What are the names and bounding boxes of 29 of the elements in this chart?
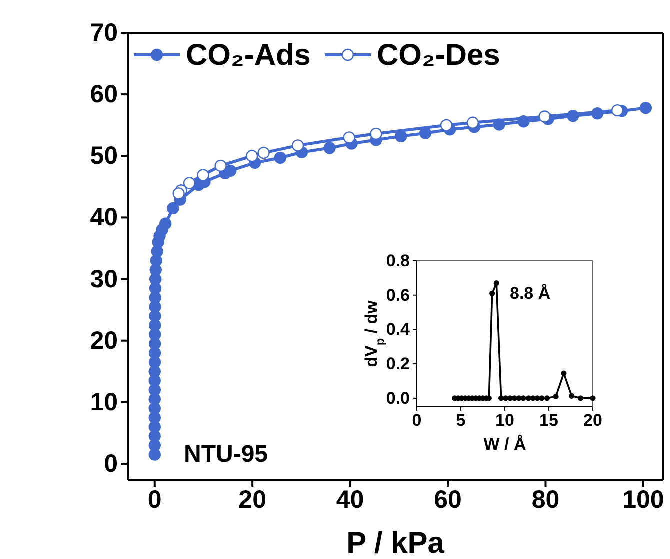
x-tick-label: 5 <box>456 411 466 430</box>
y-tick-label: 30 <box>90 265 118 294</box>
x-tick-label: 15 <box>540 411 558 430</box>
y-tick-label: 0 <box>104 450 118 478</box>
x-axis-title: P / kPa <box>346 527 445 559</box>
annotation: 8.8 Å <box>510 284 551 303</box>
y-tick-label: 70 <box>90 19 118 47</box>
x-axis-title: W / Å <box>484 435 526 454</box>
y-tick-label: 0.0 <box>386 388 410 408</box>
x-tick-label: 80 <box>532 486 560 514</box>
y-tick-label: 0.6 <box>386 286 410 305</box>
x-tick-label: 40 <box>336 486 364 514</box>
y-tick-label: 0.4 <box>386 320 411 340</box>
x-tick-label: 20 <box>238 486 266 514</box>
annotation: NTU-95 <box>184 441 268 468</box>
x-tick-label: 0 <box>412 411 422 430</box>
y-tick-label: 60 <box>90 80 118 109</box>
y-tick-label: 0.8 <box>386 251 410 270</box>
y-tick-label: 50 <box>90 142 118 170</box>
y-tick-label: 40 <box>90 204 118 232</box>
y-tick-label: 0.2 <box>386 354 410 374</box>
x-tick-label: 20 <box>584 411 602 430</box>
legend-label: CO₂-Des <box>377 39 500 72</box>
x-tick-label: 60 <box>434 486 462 514</box>
x-tick-label: 10 <box>496 411 514 430</box>
legend-label: CO₂-Ads <box>186 39 311 72</box>
x-tick-label: 100 <box>622 486 664 514</box>
y-tick-label: 20 <box>90 326 118 355</box>
x-tick-label: 0 <box>148 486 162 514</box>
